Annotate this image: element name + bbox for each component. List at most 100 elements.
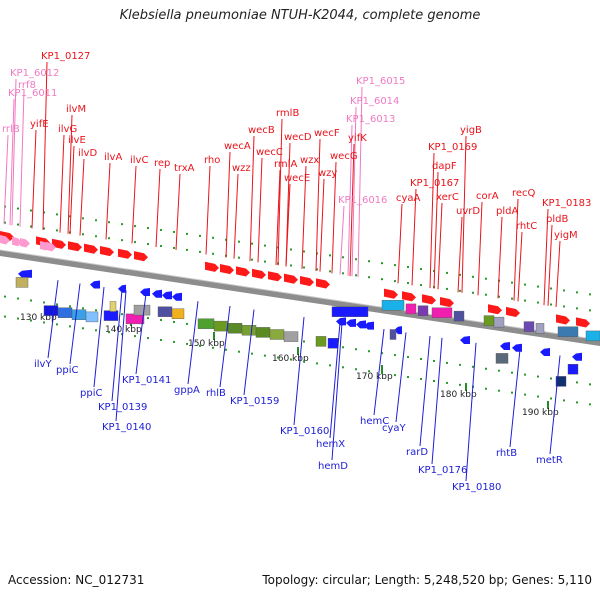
forward-label-leader (31, 129, 37, 229)
reverse-label-leader (549, 355, 561, 455)
track-dot (368, 370, 370, 373)
forward-gene-label: KP1_0127 (41, 51, 90, 62)
gene-block (567, 364, 579, 375)
scale-tick-label: 130 kbp (20, 313, 57, 323)
track-dot (576, 291, 578, 294)
forward-label-leader (429, 152, 435, 289)
reverse-label-leader (293, 317, 305, 426)
gene-block (213, 320, 229, 332)
track-dot (251, 352, 253, 355)
forward-gene-label: ilvD (78, 148, 97, 159)
reverse-gene-arrow (540, 348, 550, 356)
track-dot (394, 354, 396, 357)
gene-block (157, 306, 173, 317)
forward-label-leader (477, 201, 483, 296)
track-dot (30, 209, 32, 212)
forward-label-leader (301, 165, 307, 269)
forward-gene-arrow (300, 276, 314, 287)
forward-gene-arrow (134, 251, 148, 262)
track-dot (342, 256, 344, 259)
reverse-gene-label: ilvY (34, 359, 52, 370)
track-dot (121, 239, 123, 242)
forward-gene-arrow (118, 248, 132, 259)
accession-text: Accession: NC_012731 (8, 573, 145, 587)
forward-label-leader (543, 208, 549, 306)
gene-block (85, 311, 99, 323)
forward-gene-label: rmlB (276, 108, 299, 119)
track-dot (251, 258, 253, 261)
track-dot (147, 337, 149, 340)
track-dot (524, 299, 526, 302)
reverse-label-leader (373, 329, 385, 416)
track-dot (563, 305, 565, 308)
track-dot (30, 299, 32, 302)
track-dot (186, 342, 188, 345)
forward-gene-label: ilvG (58, 124, 77, 135)
track-dot (329, 254, 331, 257)
track-dot (160, 319, 162, 321)
reverse-gene-arrow (356, 320, 366, 329)
track-dot (576, 401, 578, 404)
track-dot (303, 360, 305, 363)
track-dot (264, 260, 266, 263)
track-dot (498, 389, 500, 392)
track-dot (82, 327, 84, 330)
track-dot (43, 227, 45, 230)
track-dot (485, 367, 487, 370)
map-title: Klebsiella pneumoniae NTUH-K2044, comple… (119, 8, 481, 23)
topology-text: Topology: circular; Length: 5,248,520 bp… (262, 573, 592, 587)
track-dot (420, 284, 422, 286)
track-dot (381, 262, 383, 265)
gene-block (495, 353, 509, 364)
forward-gene-label: cyaA (396, 193, 421, 204)
gene-block (315, 336, 327, 347)
track-dots (4, 205, 591, 406)
reverse-gene-label: hemC (360, 416, 389, 427)
reverse-gene-arrow (162, 291, 172, 300)
track-dot (212, 346, 214, 349)
track-dot (446, 271, 448, 274)
track-dot (576, 381, 578, 384)
forward-gene-arrow (68, 241, 82, 252)
forward-gene-label: dapF (432, 161, 457, 172)
track-dot (550, 287, 552, 290)
reverse-label-leader (111, 289, 123, 402)
reverse-gene-arrow (460, 336, 470, 344)
forward-label-leader (319, 178, 325, 272)
reverse-label-leader (329, 322, 341, 439)
track-dot (472, 365, 474, 368)
gene-block (57, 307, 73, 318)
reverse-gene-label: cyaY (382, 423, 407, 434)
forward-gene-label: KP1_6014 (350, 96, 399, 107)
forward-gene-label: rrf8 (18, 80, 36, 91)
forward-gene-arrow (100, 246, 114, 257)
track-dot (30, 225, 32, 228)
track-dot (524, 393, 526, 396)
track-dot (433, 269, 435, 272)
forward-label-leader (411, 188, 417, 286)
forward-label-leader (315, 138, 321, 272)
reverse-label-leader (187, 301, 199, 385)
gene-block (557, 326, 579, 337)
reverse-gene-label: KP1_0160 (280, 426, 329, 437)
forward-gene-label: KP1_6012 (10, 68, 59, 79)
reverse-gene-arrow (172, 292, 182, 301)
track-dot (576, 307, 578, 310)
forward-gene-label: rhtC (516, 221, 537, 232)
gene-block (241, 325, 257, 336)
forward-label-leader (155, 168, 161, 248)
forward-label-leader (67, 114, 73, 234)
reverse-gene-arrow (364, 321, 374, 330)
forward-label-leader (433, 171, 439, 289)
track-dot (355, 258, 357, 261)
track-dot (225, 238, 227, 241)
track-dot (550, 377, 552, 380)
track-dot (4, 315, 6, 318)
track-dot (147, 227, 149, 230)
forward-label-leader (205, 165, 211, 255)
forward-label-leader (347, 124, 353, 276)
track-dot (212, 252, 214, 255)
gene-block (197, 318, 215, 329)
forward-gene-label: yigM (554, 230, 578, 241)
reverse-label-leader (395, 332, 407, 423)
